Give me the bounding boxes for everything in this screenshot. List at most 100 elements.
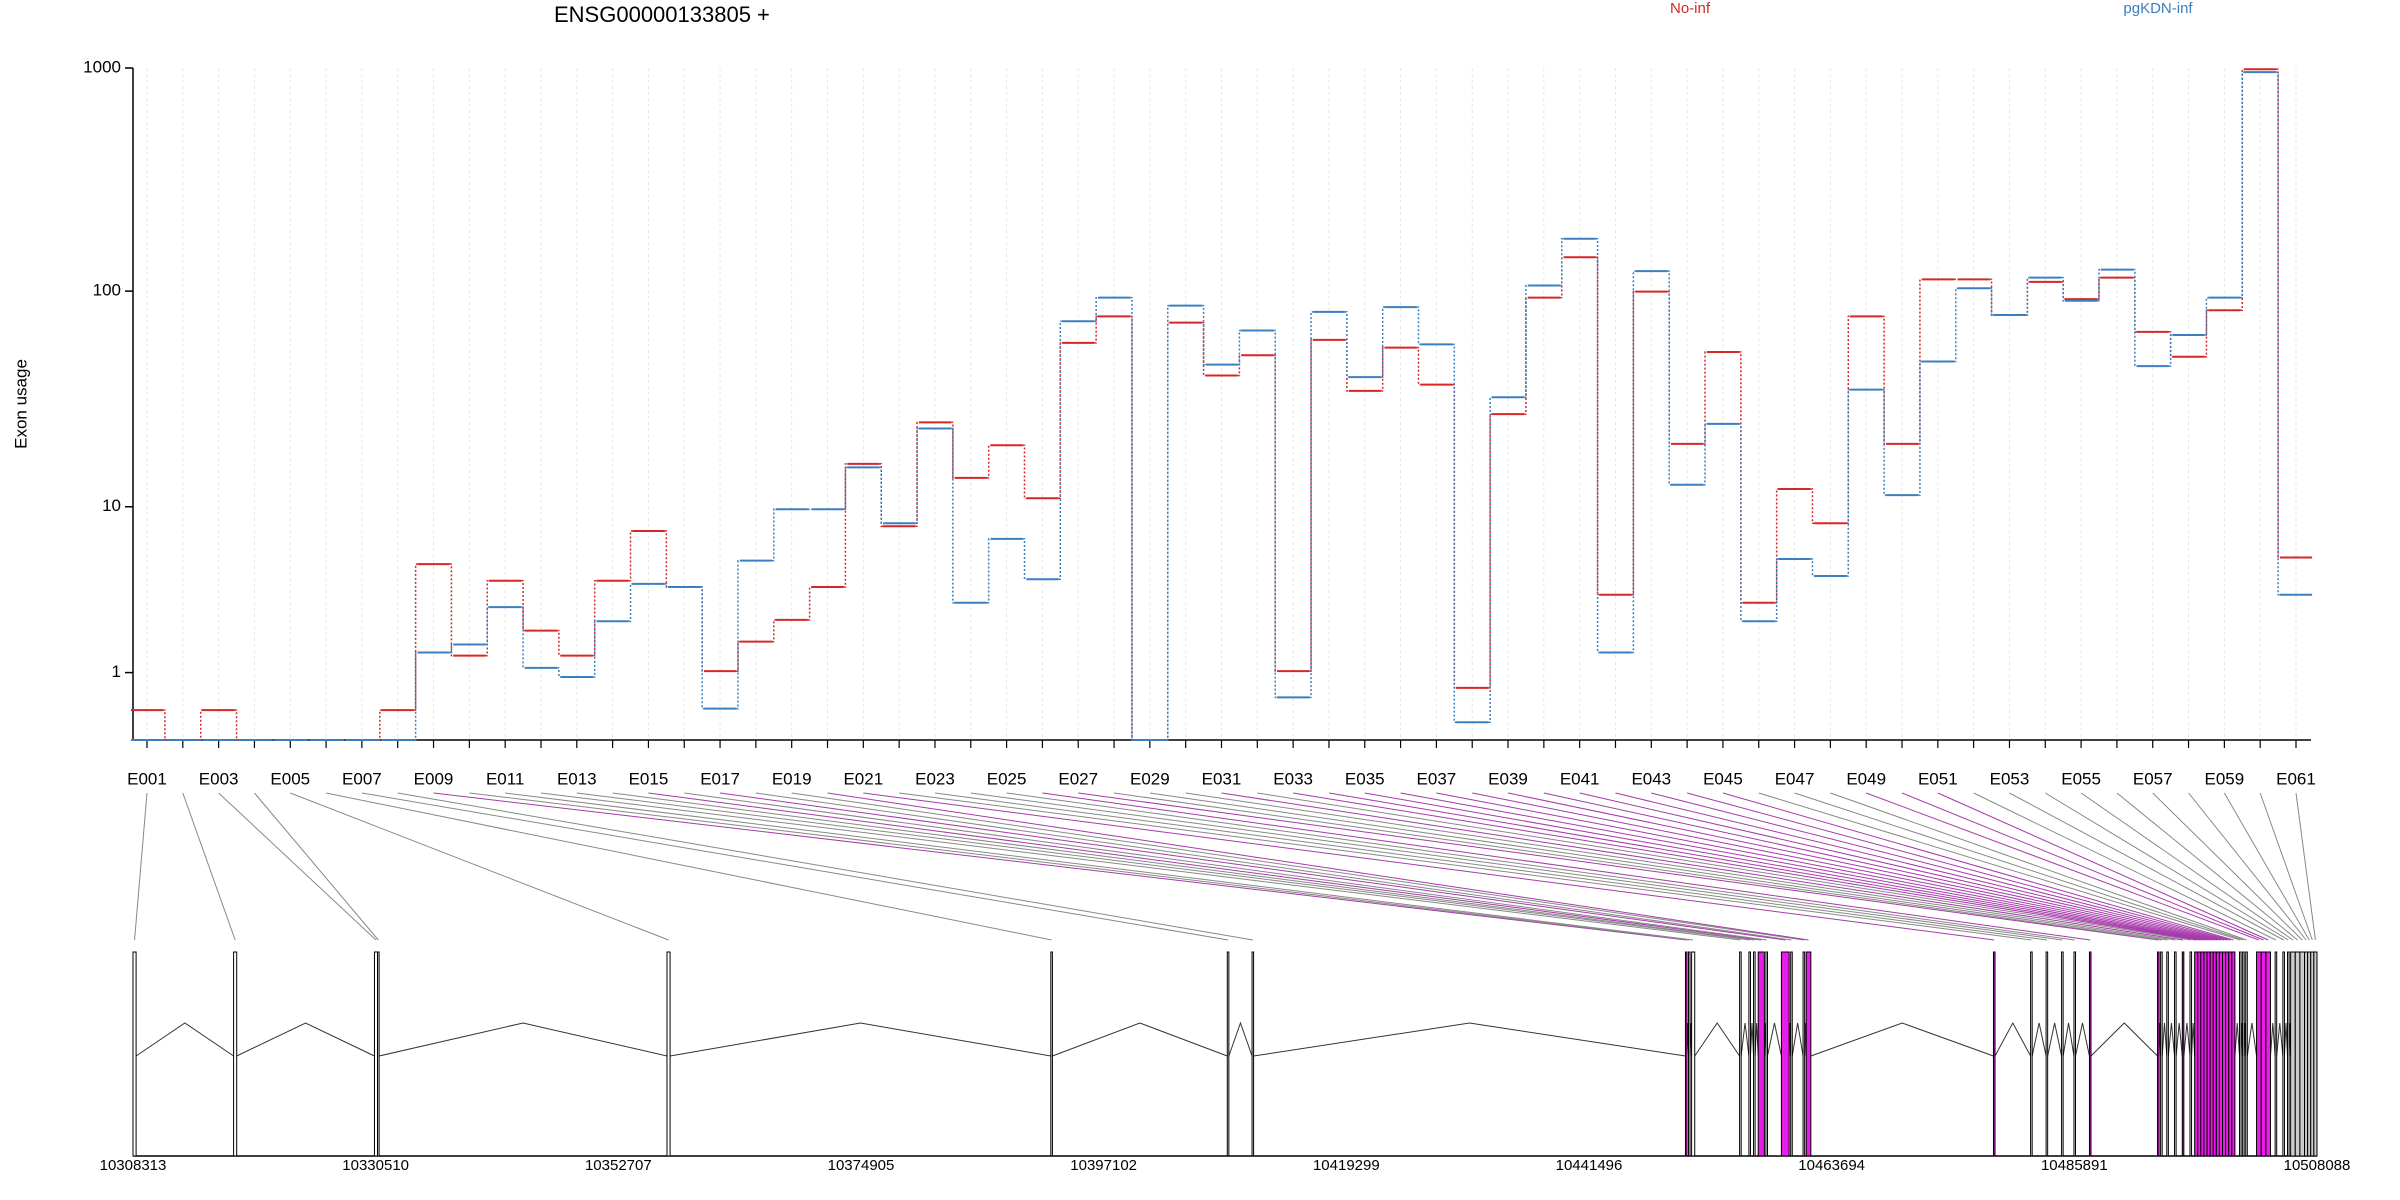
- step-connector: [736, 559, 740, 710]
- step-connector: [1345, 339, 1349, 392]
- exon-connector: [1221, 792, 2184, 941]
- exon: [2239, 951, 2242, 1157]
- x-tick-label: E041: [1560, 769, 1600, 788]
- exon-connector: [433, 792, 1687, 941]
- exon: [2265, 951, 2271, 1157]
- intron: [2047, 1022, 2063, 1057]
- step-connector: [1452, 343, 1457, 724]
- exon: [1757, 951, 1765, 1157]
- exon: [2166, 951, 2169, 1157]
- intron: [2283, 1022, 2289, 1057]
- exon-connector: [2080, 792, 2294, 941]
- exon: [666, 951, 671, 1157]
- step-connector: [1416, 306, 1421, 346]
- exon-connector: [1149, 792, 2168, 941]
- exon: [1688, 951, 1691, 1157]
- step-connector: [951, 427, 955, 604]
- intron: [1767, 1022, 1782, 1057]
- step-connector: [1631, 270, 1636, 654]
- exon-connector: [2295, 792, 2316, 941]
- x-tick-label: E009: [414, 769, 454, 788]
- step-connector: [2025, 276, 2030, 316]
- x-tick-label: E019: [772, 769, 812, 788]
- exon-connector: [1006, 792, 2075, 941]
- exon-connector: [1615, 792, 2225, 941]
- exon: [2260, 951, 2267, 1157]
- y-tick-label: 10: [102, 496, 121, 515]
- exon: [1251, 951, 1255, 1157]
- step-connector: [1273, 354, 1278, 672]
- genomic-tick-label: 10374905: [828, 1157, 895, 1174]
- step-connector: [664, 530, 669, 588]
- genomic-tick-label: 10485891: [2041, 1157, 2108, 1174]
- exon: [2061, 951, 2064, 1157]
- step-connector: [986, 444, 991, 479]
- x-tick-label: E007: [342, 769, 382, 788]
- step-connector: [485, 580, 490, 657]
- step-connector: [1524, 296, 1528, 415]
- intron: [669, 1022, 1051, 1057]
- step-connector: [664, 583, 669, 588]
- intron: [2031, 1022, 2047, 1057]
- step-connector: [521, 580, 525, 632]
- x-tick-label: E059: [2205, 769, 2245, 788]
- step-connector: [628, 530, 633, 582]
- step-connector: [592, 580, 597, 657]
- step-connector: [2061, 276, 2065, 302]
- step-connector: [1380, 306, 1385, 378]
- step-connector: [1165, 304, 1170, 741]
- intron: [1228, 1021, 1253, 1057]
- exon: [1226, 951, 1230, 1157]
- step-connector: [198, 709, 203, 741]
- x-tick-label: E061: [2276, 769, 2316, 788]
- exon-connector: [1794, 792, 2244, 941]
- step-connector: [557, 667, 561, 678]
- intron: [1749, 1022, 1755, 1057]
- x-tick-label: E051: [1918, 769, 1958, 788]
- exon-connector: [2116, 792, 2298, 941]
- exon-connector: [325, 792, 1052, 941]
- step-connector: [2097, 268, 2101, 302]
- intron: [1994, 1021, 2032, 1057]
- x-tick-label: E049: [1846, 769, 1886, 788]
- step-connector: [1309, 311, 1313, 699]
- exon-connector: [970, 792, 2063, 941]
- intron: [135, 1022, 234, 1057]
- step-connector: [1774, 558, 1779, 623]
- exon-connector: [1364, 792, 2203, 941]
- exon-connector: [648, 792, 1762, 941]
- exon-connector: [505, 792, 1694, 941]
- step-connector: [2204, 296, 2209, 336]
- exon: [1765, 951, 1768, 1157]
- step-connector: [1237, 329, 1242, 366]
- exon-connector: [2152, 792, 2303, 941]
- exon: [1753, 951, 1756, 1157]
- intron: [2269, 1022, 2276, 1057]
- step-connector: [1201, 304, 1206, 366]
- intron: [2167, 1022, 2176, 1057]
- x-tick-label: E035: [1345, 769, 1385, 788]
- exon: [132, 951, 137, 1157]
- step-connector: [521, 606, 525, 669]
- intron: [378, 1022, 668, 1057]
- intron: [1052, 1022, 1228, 1057]
- exon-connector: [1078, 792, 2159, 941]
- exon-connector: [719, 792, 1786, 941]
- step-connector: [2168, 334, 2173, 367]
- step-connector: [413, 651, 418, 741]
- exon-connector: [1901, 792, 2264, 941]
- step-connector: [234, 709, 239, 741]
- exon: [2189, 951, 2193, 1157]
- exon-connector: [827, 792, 1809, 941]
- exon-connector: [1830, 792, 2247, 941]
- exon: [2256, 951, 2262, 1157]
- x-tick-label: E005: [270, 769, 310, 788]
- exon: [2287, 951, 2290, 1157]
- step-connector: [1739, 351, 1743, 604]
- intron: [2183, 1022, 2191, 1057]
- step-connector: [1810, 488, 1815, 525]
- exon-connector: [1866, 792, 2260, 941]
- x-tick-label: E045: [1703, 769, 1743, 788]
